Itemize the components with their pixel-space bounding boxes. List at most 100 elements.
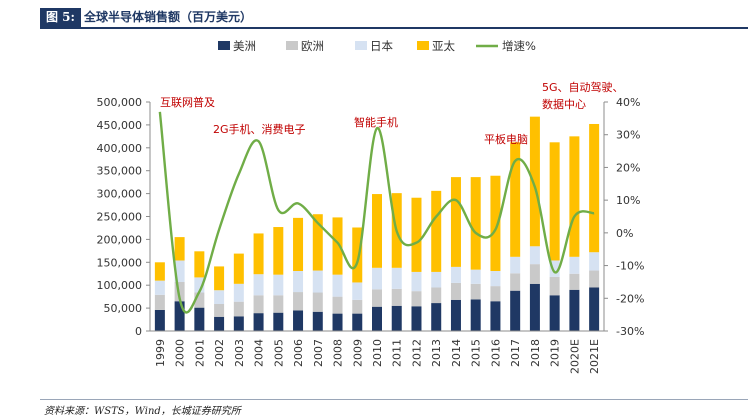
y-right-tick-label: 10% (616, 194, 640, 207)
bar-segment-3 (431, 190, 442, 272)
bar-segment-2 (411, 271, 422, 292)
bar-segment-2 (510, 256, 521, 274)
bar-segment-1 (273, 295, 284, 313)
bar-segment-1 (352, 299, 363, 314)
bar-segment-3 (549, 142, 560, 261)
bar-segment-2 (569, 256, 580, 274)
bar-segment-1 (411, 291, 422, 307)
bar-segment-1 (174, 281, 185, 302)
bar-segment-1 (569, 273, 580, 290)
footer-divider (40, 399, 748, 400)
x-tick-label: 2016 (489, 339, 502, 367)
figure-title: 全球半导体销售额（百万美元） (84, 10, 253, 24)
bar-segment-0 (194, 307, 205, 331)
bar-segment-2 (470, 269, 481, 284)
legend-label: 增速% (502, 39, 536, 53)
y-left-tick-label: 200,000 (97, 233, 143, 246)
bar-segment-2 (352, 282, 363, 300)
y-left-tick-label: 500,000 (97, 96, 143, 109)
bar-segment-3 (372, 194, 382, 268)
legend-label: 亚太 (432, 39, 455, 53)
x-tick-label: 2020E (568, 339, 581, 374)
bar-segment-0 (293, 310, 304, 331)
y-left-tick-label: 150,000 (97, 256, 143, 269)
bar-segment-1 (589, 270, 600, 288)
legend-swatch (417, 41, 429, 50)
x-tick-label: 1999 (154, 339, 167, 367)
bar-segment-3 (510, 142, 521, 257)
figure-header: 图 5: 全球半导体销售额（百万美元） (40, 8, 748, 29)
bar-segment-3 (569, 136, 580, 257)
legend-swatch (218, 41, 230, 50)
bar-segment-1 (529, 264, 540, 284)
x-tick-label: 2011 (391, 339, 404, 367)
bar-segment-1 (233, 301, 244, 317)
bar-segment-3 (411, 197, 422, 272)
bar-segment-3 (352, 227, 363, 283)
y-right-axis: -30% -20% -10% 0% 10% 20% 30% 40% (603, 96, 644, 338)
bar-segment-3 (470, 177, 481, 270)
y-left-tick-label: 250,000 (97, 211, 143, 224)
bar-segment-2 (431, 271, 442, 288)
y-right-tick-label: -20% (616, 292, 644, 305)
y-left-tick-label: 300,000 (97, 188, 143, 201)
bar-segment-1 (214, 303, 225, 317)
x-tick-label: 2006 (292, 339, 305, 367)
growth-line-path (158, 111, 595, 314)
y-right-tick-label: 40% (616, 96, 640, 109)
bar-segment-2 (312, 270, 323, 293)
bar-segment-0 (253, 313, 264, 331)
y-left-tick-label: 450,000 (97, 119, 143, 132)
y-right-tick-label: 20% (616, 161, 640, 174)
bars (154, 116, 600, 331)
annotation-label: 平板电脑 (484, 132, 528, 146)
x-tick-label: 2013 (430, 339, 443, 367)
x-tick-label: 2001 (193, 339, 206, 367)
bar-segment-0 (549, 295, 560, 331)
bar-segment-1 (391, 288, 402, 306)
bar-segment-0 (312, 311, 323, 331)
bar-segment-2 (194, 277, 205, 293)
x-tick-label: 2009 (351, 339, 364, 367)
bar-segment-0 (372, 306, 382, 331)
annotation-label: 2G手机、消费电子 (213, 122, 306, 136)
bar-segment-0 (233, 316, 244, 331)
bar-segment-2 (391, 267, 402, 289)
bar-segment-1 (332, 296, 343, 314)
bar-segment-3 (589, 123, 600, 253)
bar-segment-3 (332, 217, 343, 275)
bar-segment-0 (411, 306, 422, 331)
annotation-label: 互联网普及 (160, 95, 215, 109)
legend: 美洲 欧洲 日本 亚太 增速% (218, 39, 536, 53)
bar-segment-0 (450, 299, 461, 331)
bar-segment-0 (431, 303, 442, 331)
bar-segment-1 (253, 295, 264, 314)
bar-segment-2 (214, 290, 225, 304)
annotation-label: 数据中心 (542, 97, 586, 111)
bar-segment-2 (293, 271, 304, 293)
bar-segment-1 (194, 292, 205, 308)
x-tick-label: 2008 (332, 339, 345, 367)
x-tick-label: 2019 (549, 339, 562, 367)
y-left-tick-label: 400,000 (97, 142, 143, 155)
bar-segment-0 (391, 305, 402, 331)
y-left-tick-label: 50,000 (104, 302, 143, 315)
bar-segment-2 (529, 246, 540, 265)
legend-label: 日本 (370, 39, 393, 53)
x-tick-label: 2012 (410, 339, 423, 367)
bar-segment-1 (450, 282, 461, 300)
bar-segment-1 (431, 287, 442, 304)
x-tick-label: 2021E (588, 339, 601, 374)
bar-segment-1 (510, 273, 521, 291)
x-tick-label: 2004 (253, 339, 266, 367)
x-tick-label: 2015 (470, 339, 483, 367)
y-right-tick-label: 30% (616, 129, 640, 142)
bar-segment-1 (154, 294, 165, 310)
source-note: 资料来源：WSTS，Wind，长城证券研究所 (44, 406, 241, 417)
bar-segment-0 (154, 309, 165, 331)
annotation-label: 智能手机 (354, 115, 398, 129)
legend-swatch (355, 41, 367, 50)
bar-segment-3 (194, 251, 205, 278)
